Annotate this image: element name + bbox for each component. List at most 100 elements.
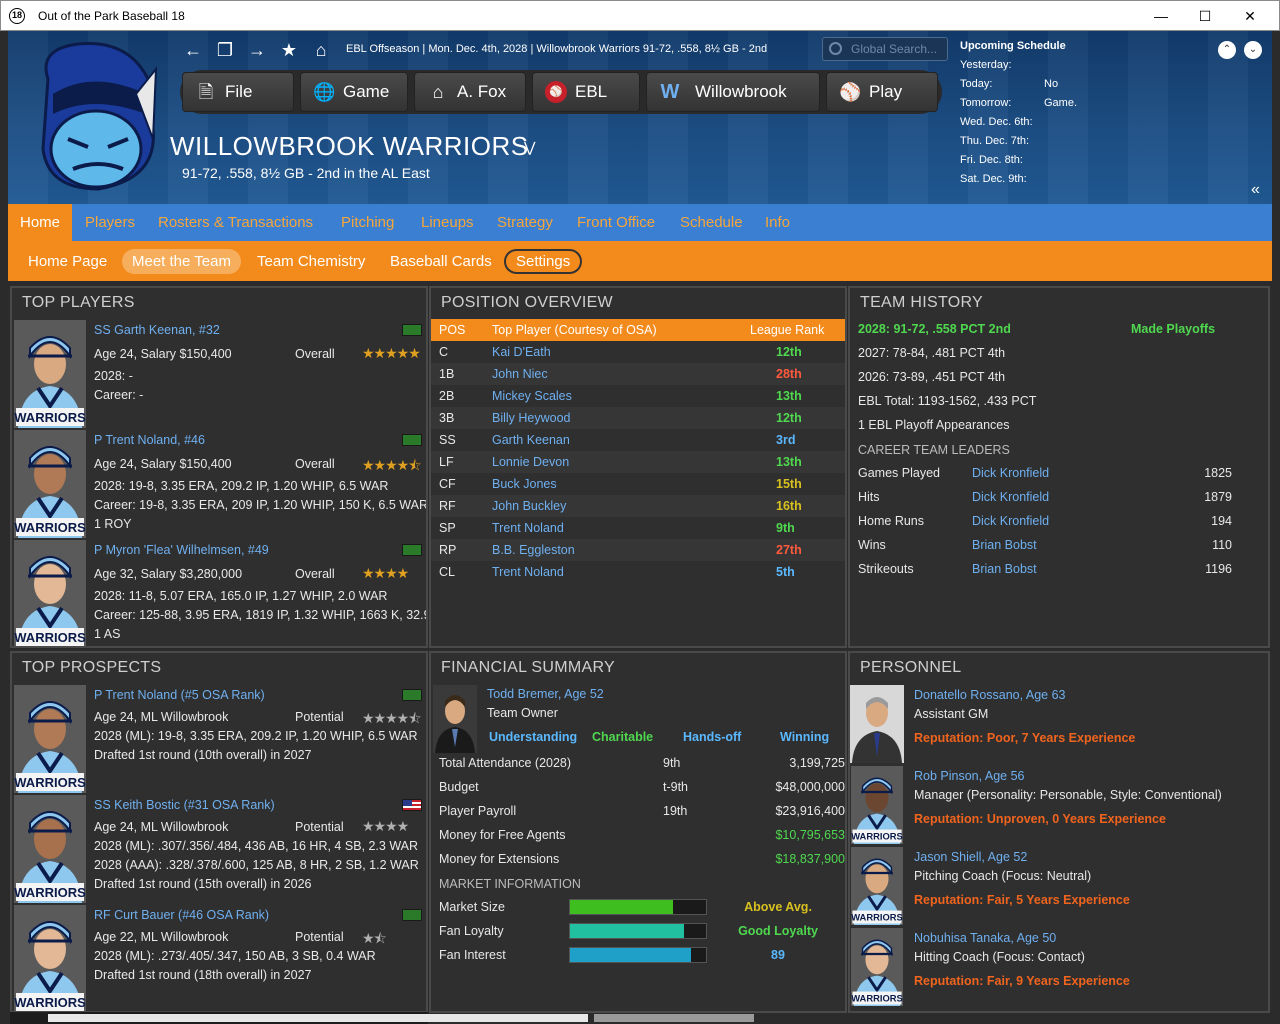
forward-arrow-icon[interactable]: →: [248, 40, 266, 60]
staff-portrait[interactable]: WARRIORS: [850, 928, 904, 1006]
position-row[interactable]: 1B John Niec 28th: [431, 363, 845, 385]
player-name[interactable]: P Myron 'Flea' Wilhelmsen, #49: [94, 543, 269, 557]
team-button[interactable]: W Willowbrook: [646, 72, 820, 112]
position-player: Garth Keenan: [492, 433, 570, 447]
maximize-icon[interactable]: ☐: [1198, 8, 1212, 24]
position-code: 3B: [439, 411, 455, 425]
position-row[interactable]: SS Garth Keenan 3rd: [431, 429, 845, 451]
subtab-home-page[interactable]: Home Page: [28, 253, 108, 270]
prospect-portrait[interactable]: WARRIORS: [14, 905, 86, 1011]
prospect-portrait[interactable]: WARRIORS: [14, 685, 86, 793]
position-row[interactable]: C Kai D'Eath 12th: [431, 341, 845, 363]
home-icon[interactable]: ⌂: [315, 40, 327, 60]
position-row[interactable]: RP B.B. Eggleston 27th: [431, 539, 845, 561]
position-row[interactable]: 3B Billy Heywood 12th: [431, 407, 845, 429]
prospect-name[interactable]: P Trent Noland (#5 OSA Rank): [94, 688, 265, 702]
position-row[interactable]: LF Lonnie Devon 13th: [431, 451, 845, 473]
tab-schedule[interactable]: Schedule: [680, 214, 743, 231]
rating-stars: ★★★★⯪: [362, 457, 421, 473]
staff-reputation: Reputation: Poor, 7 Years Experience: [914, 731, 1136, 745]
scrollbar-thumb[interactable]: [594, 1014, 754, 1022]
file-button[interactable]: 🗎 File: [182, 72, 294, 112]
prospect-name[interactable]: SS Keith Bostic (#31 OSA Rank): [94, 798, 275, 812]
player-stat-line: 2028: 19-8, 3.35 ERA, 209.2 IP, 1.20 WHI…: [94, 479, 389, 493]
league-rank: 13th: [776, 389, 802, 403]
subtab-team-chemistry[interactable]: Team Chemistry: [257, 253, 366, 270]
staff-name[interactable]: Rob Pinson, Age 56: [914, 769, 1025, 783]
position-row[interactable]: CL Trent Noland 5th: [431, 561, 845, 583]
back-arrow-icon[interactable]: ←: [184, 40, 202, 60]
star-icon[interactable]: ★: [280, 40, 298, 60]
game-button[interactable]: 🌐 Game: [300, 72, 408, 112]
minimize-icon[interactable]: —: [1154, 8, 1168, 24]
tab-home[interactable]: Home: [8, 204, 73, 241]
tab-players[interactable]: Players: [85, 214, 136, 231]
play-button[interactable]: ⚾ Play: [826, 72, 938, 112]
search-input[interactable]: Global Search...: [822, 37, 948, 61]
leader-name[interactable]: Dick Kronfield: [972, 466, 1050, 480]
leader-name[interactable]: Dick Kronfield: [972, 490, 1050, 504]
player-portrait[interactable]: WARRIORS: [14, 320, 86, 428]
subtab-meet-the-team[interactable]: Meet the Team: [122, 249, 241, 274]
document-icon: 🗎: [198, 82, 214, 102]
team-history-panel: TEAM HISTORY 2028: 91-72, .558 PCT 2nd M…: [848, 286, 1270, 648]
prospect-stat-line: Drafted 1st round (18th overall) in 2027: [94, 968, 312, 982]
position-row[interactable]: CF Buck Jones 15th: [431, 473, 845, 495]
staff-portrait[interactable]: WARRIORS: [850, 847, 904, 925]
copy-icon[interactable]: ❐: [216, 40, 234, 60]
staff-name[interactable]: Nobuhisa Tanaka, Age 50: [914, 931, 1057, 945]
owner-name[interactable]: Todd Bremer, Age 52: [487, 687, 604, 701]
staff-name[interactable]: Jason Shiell, Age 52: [914, 850, 1028, 864]
close-icon[interactable]: ✕: [1244, 8, 1256, 24]
position-code: LF: [439, 455, 454, 469]
player-name[interactable]: SS Garth Keenan, #32: [94, 323, 220, 337]
finance-rank: 9th: [663, 756, 681, 770]
position-player: B.B. Eggleston: [492, 543, 575, 557]
potential-stars: ★⯪: [362, 930, 387, 946]
position-row[interactable]: 2B Mickey Scales 13th: [431, 385, 845, 407]
subtab-baseball-cards[interactable]: Baseball Cards: [390, 253, 492, 270]
tab-front-office[interactable]: Front Office: [577, 214, 656, 231]
leader-name[interactable]: Dick Kronfield: [972, 514, 1050, 528]
finance-label: Budget: [439, 780, 479, 794]
market-bar: [569, 899, 707, 915]
tab-lineups[interactable]: Lineups: [421, 214, 474, 231]
leader-category: Games Played: [858, 466, 940, 480]
market-label: Fan Interest: [439, 948, 506, 962]
tab-rosters[interactable]: Rosters & Transactions: [158, 214, 314, 231]
prospect-portrait[interactable]: WARRIORS: [14, 795, 86, 903]
leader-name[interactable]: Brian Bobst: [972, 538, 1037, 552]
staff-portrait[interactable]: [850, 685, 904, 763]
schedule-up-icon[interactable]: ⌃: [1218, 41, 1236, 59]
owner-trait: Understanding: [489, 730, 578, 744]
subtab-settings[interactable]: Settings: [504, 249, 583, 274]
position-code: 1B: [439, 367, 455, 381]
position-row[interactable]: RF John Buckley 16th: [431, 495, 845, 517]
owner-role: Team Owner: [487, 706, 558, 720]
tab-info[interactable]: Info: [765, 214, 791, 231]
tab-strategy[interactable]: Strategy: [497, 214, 553, 231]
staff-name[interactable]: Donatello Rossano, Age 63: [914, 688, 1066, 702]
position-code: CF: [439, 477, 456, 491]
staff-portrait[interactable]: WARRIORS: [850, 766, 904, 844]
position-player: Trent Noland: [492, 565, 564, 579]
manager-button[interactable]: ⌂ A. Fox: [414, 72, 526, 112]
tab-pitching[interactable]: Pitching: [341, 214, 395, 231]
leader-name[interactable]: Brian Bobst: [972, 562, 1037, 576]
position-row[interactable]: SP Trent Noland 9th: [431, 517, 845, 539]
prospect-stat-line: Drafted 1st round (15th overall) in 2026: [94, 877, 312, 891]
team-name: WILLOWBROOK WARRIORS: [170, 131, 529, 161]
chevron-down-icon[interactable]: ⋁: [524, 139, 536, 155]
prospect-name[interactable]: RF Curt Bauer (#46 OSA Rank): [94, 908, 270, 922]
panel-title: TOP PLAYERS: [22, 294, 135, 311]
player-portrait[interactable]: WARRIORS: [14, 540, 86, 646]
team-w-icon: W: [660, 81, 680, 103]
player-name[interactable]: P Trent Noland, #46: [94, 433, 205, 447]
rating-label: Potential: [295, 710, 344, 724]
player-portrait[interactable]: WARRIORS: [14, 430, 86, 538]
schedule-down-icon[interactable]: ⌄: [1244, 41, 1262, 59]
league-button[interactable]: ⚾ EBL: [532, 72, 640, 112]
collapse-icon[interactable]: «: [1251, 181, 1260, 198]
market-value: 89: [771, 948, 785, 962]
scrollbar-thumb[interactable]: [48, 1014, 588, 1022]
